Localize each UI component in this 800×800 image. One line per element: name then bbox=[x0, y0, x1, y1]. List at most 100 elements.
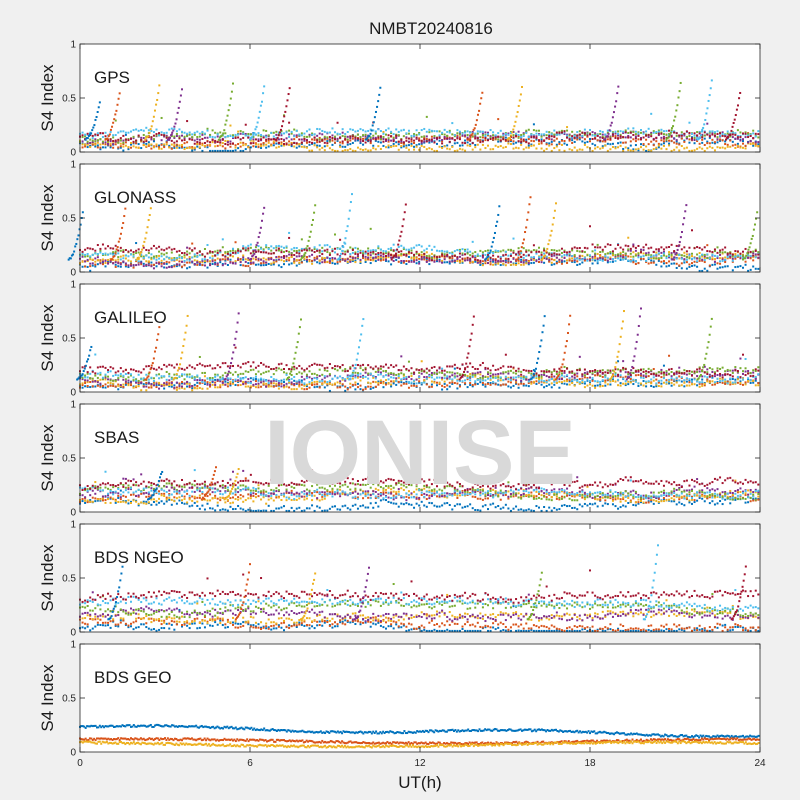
peak-point bbox=[135, 258, 138, 261]
data-point bbox=[466, 134, 469, 137]
data-point bbox=[290, 254, 293, 257]
data-point bbox=[367, 250, 370, 253]
peak-point bbox=[146, 226, 149, 229]
data-point bbox=[124, 265, 127, 268]
data-point bbox=[232, 255, 234, 258]
data-point bbox=[173, 144, 176, 147]
data-point bbox=[316, 249, 319, 252]
data-point bbox=[206, 146, 209, 149]
data-point bbox=[734, 133, 737, 136]
data-point bbox=[244, 258, 247, 261]
data-point bbox=[298, 143, 301, 146]
data-point bbox=[387, 382, 390, 385]
peak-point bbox=[735, 108, 738, 111]
data-point bbox=[752, 132, 755, 135]
data-point bbox=[254, 263, 257, 266]
data-point bbox=[581, 250, 584, 253]
data-point bbox=[203, 264, 206, 267]
data-point bbox=[464, 248, 467, 251]
data-point bbox=[420, 251, 423, 254]
data-point bbox=[270, 382, 273, 385]
data-point bbox=[390, 130, 393, 133]
data-point bbox=[362, 134, 365, 137]
data-point bbox=[140, 255, 143, 258]
data-point bbox=[647, 127, 650, 130]
data-point bbox=[466, 136, 469, 139]
data-point bbox=[86, 265, 89, 268]
data-point bbox=[662, 144, 665, 147]
peak-point bbox=[279, 128, 282, 131]
data-point bbox=[323, 145, 326, 148]
peak-point bbox=[149, 207, 152, 210]
peak-point bbox=[91, 129, 94, 132]
data-point bbox=[221, 142, 224, 145]
data-point bbox=[344, 138, 347, 141]
data-point bbox=[356, 376, 359, 379]
data-point bbox=[311, 381, 314, 384]
peak-point bbox=[476, 113, 479, 116]
data-point bbox=[321, 253, 324, 256]
data-point bbox=[224, 132, 227, 135]
data-point bbox=[645, 252, 648, 255]
data-point bbox=[504, 261, 507, 264]
data-point bbox=[303, 135, 306, 138]
data-point bbox=[267, 262, 270, 265]
data-point bbox=[596, 384, 599, 387]
peak-point bbox=[614, 105, 617, 108]
data-point bbox=[89, 141, 92, 144]
data-point bbox=[754, 144, 757, 147]
data-point bbox=[540, 253, 543, 256]
peak-point bbox=[112, 255, 115, 258]
data-point bbox=[662, 252, 665, 255]
data-point bbox=[247, 136, 250, 139]
data-point bbox=[466, 374, 469, 377]
peak-point bbox=[74, 245, 77, 248]
data-point bbox=[158, 144, 161, 147]
data-point bbox=[124, 133, 127, 136]
data-point bbox=[206, 266, 209, 269]
data-point bbox=[122, 254, 125, 257]
data-point bbox=[147, 249, 150, 252]
data-point bbox=[747, 132, 750, 135]
data-point bbox=[354, 246, 357, 249]
data-point bbox=[487, 254, 489, 257]
data-point bbox=[372, 249, 375, 252]
data-point bbox=[688, 131, 691, 134]
data-point bbox=[448, 137, 451, 140]
data-point bbox=[535, 380, 538, 383]
data-point bbox=[504, 383, 507, 386]
data-point bbox=[272, 385, 275, 388]
data-point bbox=[193, 253, 196, 256]
data-point bbox=[229, 142, 232, 145]
data-point bbox=[254, 258, 257, 261]
peak-point bbox=[116, 246, 119, 249]
peak-point bbox=[372, 121, 375, 124]
data-point bbox=[583, 251, 586, 254]
data-point bbox=[433, 260, 436, 263]
data-point bbox=[456, 256, 459, 259]
data-point bbox=[229, 384, 232, 387]
data-point bbox=[599, 255, 602, 258]
data-point bbox=[232, 149, 234, 152]
data-point bbox=[507, 257, 510, 260]
data-point bbox=[359, 148, 362, 151]
data-point bbox=[221, 238, 224, 241]
peak-point bbox=[111, 258, 114, 261]
data-point bbox=[288, 386, 291, 389]
peak-point bbox=[401, 225, 404, 228]
data-point bbox=[183, 387, 186, 390]
data-point bbox=[617, 134, 620, 137]
data-point bbox=[566, 126, 569, 129]
peak-point bbox=[518, 253, 521, 256]
peak-point bbox=[742, 258, 744, 261]
data-point bbox=[423, 140, 426, 143]
data-point bbox=[464, 250, 467, 253]
peak-point bbox=[472, 128, 475, 131]
peak-point bbox=[249, 258, 251, 261]
peak-point bbox=[157, 92, 160, 95]
data-point bbox=[538, 260, 540, 263]
data-point bbox=[560, 382, 563, 385]
data-point bbox=[341, 131, 344, 134]
peak-point bbox=[337, 257, 340, 260]
data-point bbox=[265, 135, 268, 138]
